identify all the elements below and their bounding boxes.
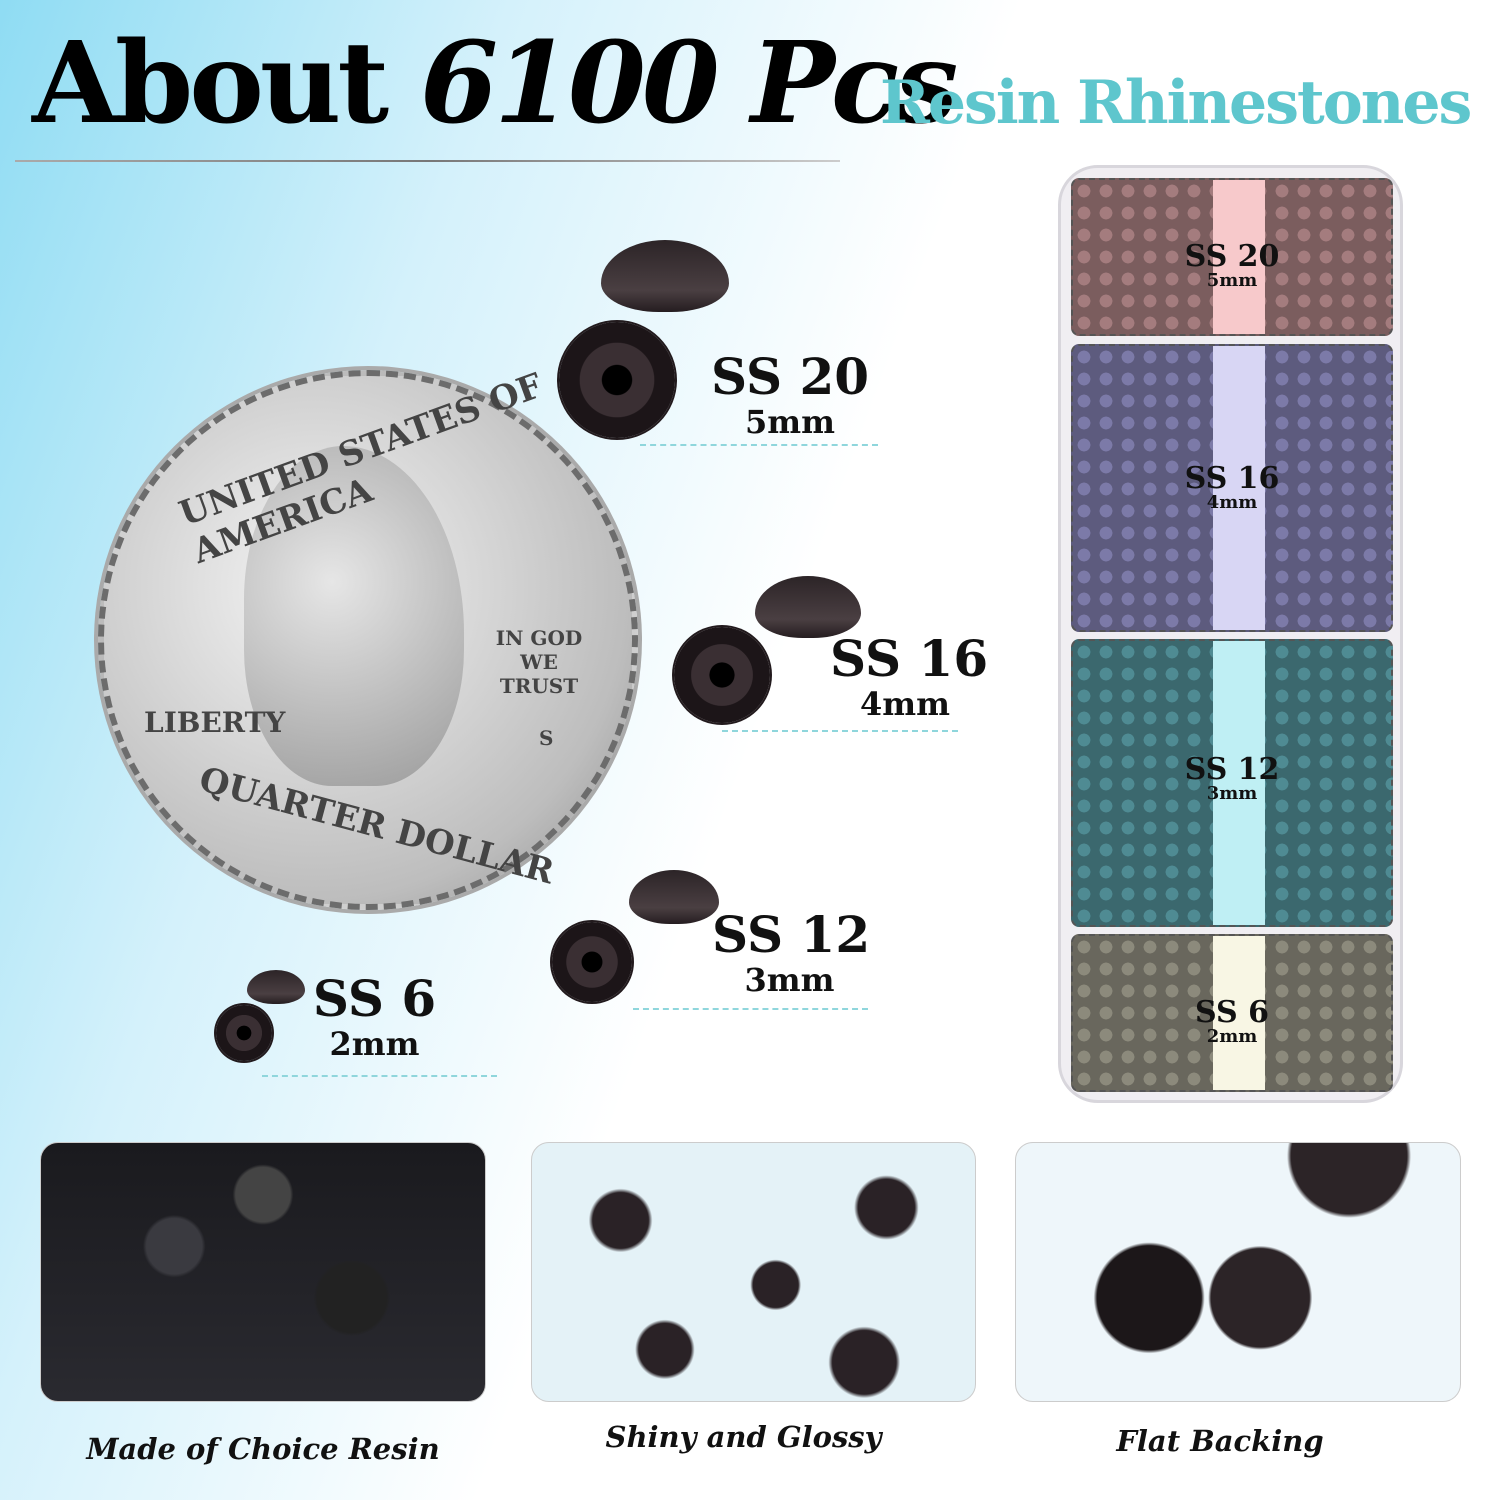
compartment-divider-strip xyxy=(1213,180,1265,334)
size-label: SS 20 5mm xyxy=(710,347,870,441)
case-compartment: SS 12 3mm xyxy=(1071,639,1393,927)
size-label: SS 16 4mm xyxy=(830,629,989,723)
case-compartment: SS 6 2mm xyxy=(1071,934,1393,1092)
caption-flat: Flat Backing xyxy=(1116,1424,1324,1458)
size-label: SS 12 3mm xyxy=(712,905,871,999)
divider xyxy=(15,160,840,162)
coin-motto: IN GOD WE TRUST xyxy=(495,626,583,698)
dashed-divider xyxy=(633,1008,868,1010)
quarter-coin-image: UNITED STATES OF AMERICA IN GOD WE TRUST… xyxy=(98,366,638,910)
stone-side-icon xyxy=(629,870,719,924)
stone-top-icon xyxy=(552,922,632,1002)
dashed-divider xyxy=(722,730,958,732)
dashed-divider xyxy=(640,444,878,446)
stone-side-icon xyxy=(247,970,305,1004)
photo-shiny-stones xyxy=(531,1142,976,1402)
photo-resin-stones xyxy=(40,1142,486,1402)
stone-top-icon xyxy=(674,627,770,723)
compartment-divider-strip xyxy=(1213,346,1265,630)
storage-case: SS 20 5mm SS 16 4mm SS 12 3mm SS 6 2mm xyxy=(1058,165,1403,1103)
piece-count: 6100 Pcs xyxy=(420,18,958,149)
headline-prefix: About xyxy=(32,18,389,149)
caption-resin: Made of Choice Resin xyxy=(86,1432,440,1466)
headline-subtitle: Resin Rhinestones xyxy=(880,68,1472,138)
size-label: SS 6 2mm xyxy=(312,969,437,1063)
dashed-divider xyxy=(262,1075,497,1077)
coin-liberty: LIBERTY xyxy=(144,706,286,739)
stone-side-icon xyxy=(755,576,861,638)
stone-side-icon xyxy=(601,240,729,312)
washington-portrait xyxy=(244,446,464,786)
stone-top-icon xyxy=(559,322,675,438)
case-compartment: SS 16 4mm xyxy=(1071,344,1393,632)
caption-shiny: Shiny and Glossy xyxy=(605,1420,882,1454)
compartment-divider-strip xyxy=(1213,936,1265,1090)
case-compartment: SS 20 5mm xyxy=(1071,178,1393,336)
coin-mint: S xyxy=(539,726,554,750)
photo-flat-back xyxy=(1015,1142,1461,1402)
headline: About 6100 Pcs xyxy=(32,18,958,149)
compartment-divider-strip xyxy=(1213,641,1265,925)
stone-top-icon xyxy=(216,1005,272,1061)
